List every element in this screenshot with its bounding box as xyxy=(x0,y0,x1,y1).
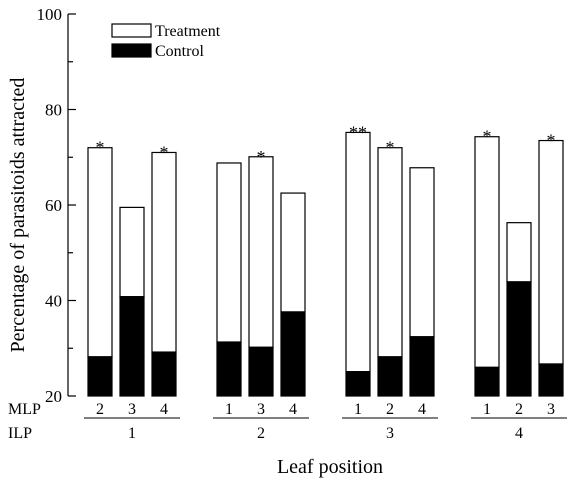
mlp-tick-label: 4 xyxy=(418,401,426,418)
legend-label-treatment: Treatment xyxy=(155,23,221,40)
y-tick-label: 80 xyxy=(45,101,62,120)
legend-swatch-control xyxy=(111,43,152,58)
bar-treatment xyxy=(345,131,371,373)
bar-control xyxy=(280,311,306,397)
bar-control xyxy=(506,281,532,397)
bar-treatment xyxy=(409,167,435,338)
bar-treatment xyxy=(474,136,500,368)
y-tick-label: 100 xyxy=(37,5,63,24)
x-axis-label: Leaf position xyxy=(277,456,383,478)
bar-treatment xyxy=(216,162,242,343)
bar-treatment xyxy=(151,151,177,353)
legend-label-control: Control xyxy=(155,43,204,60)
y-tick-label: 40 xyxy=(45,292,62,311)
bar-treatment xyxy=(119,206,145,298)
mlp-tick-label: 3 xyxy=(547,401,555,418)
bar-control xyxy=(409,336,435,397)
legend-swatch-treatment xyxy=(111,23,152,38)
mlp-tick-label: 2 xyxy=(386,401,394,418)
y-tick-label: 20 xyxy=(45,387,62,406)
significance-marker: * xyxy=(483,127,492,147)
ilp-tick-label: 4 xyxy=(515,425,523,442)
significance-marker: * xyxy=(257,147,266,167)
bar-control xyxy=(151,351,177,397)
ilp-row-label: ILP xyxy=(8,425,32,442)
bar-treatment xyxy=(538,139,564,365)
mlp-tick-label: 1 xyxy=(225,401,233,418)
ilp-tick-label: 1 xyxy=(128,425,136,442)
significance-marker: ** xyxy=(349,122,367,142)
mlp-tick-label: 4 xyxy=(289,401,297,418)
mlp-tick-label: 1 xyxy=(483,401,491,418)
bar-control xyxy=(377,356,403,397)
bar-treatment xyxy=(377,147,403,358)
significance-marker: * xyxy=(160,142,169,162)
bar-treatment xyxy=(87,147,113,358)
mlp-tick-label: 3 xyxy=(257,401,265,418)
ilp-tick-label: 3 xyxy=(386,425,394,442)
significance-marker: * xyxy=(386,138,395,158)
mlp-tick-label: 4 xyxy=(160,401,168,418)
significance-marker: * xyxy=(547,131,556,151)
bar-control xyxy=(248,346,274,397)
bar-treatment xyxy=(280,192,306,313)
ilp-tick-label: 2 xyxy=(257,425,265,442)
bar-control xyxy=(345,371,371,397)
bar-control xyxy=(538,363,564,397)
mlp-tick-label: 2 xyxy=(96,401,104,418)
mlp-tick-label: 1 xyxy=(354,401,362,418)
mlp-row-label: MLP xyxy=(8,401,41,418)
mlp-tick-label: 2 xyxy=(515,401,523,418)
bar-control xyxy=(216,341,242,397)
bar-control xyxy=(474,366,500,397)
bar-treatment xyxy=(248,156,274,348)
significance-marker: * xyxy=(96,138,105,158)
bar-control xyxy=(119,296,145,397)
bar-treatment xyxy=(506,222,532,283)
y-tick-label: 60 xyxy=(45,196,62,215)
bar-control xyxy=(87,356,113,397)
mlp-tick-label: 3 xyxy=(128,401,136,418)
y-axis-label: Percentage of parasitoids attracted xyxy=(7,78,29,353)
